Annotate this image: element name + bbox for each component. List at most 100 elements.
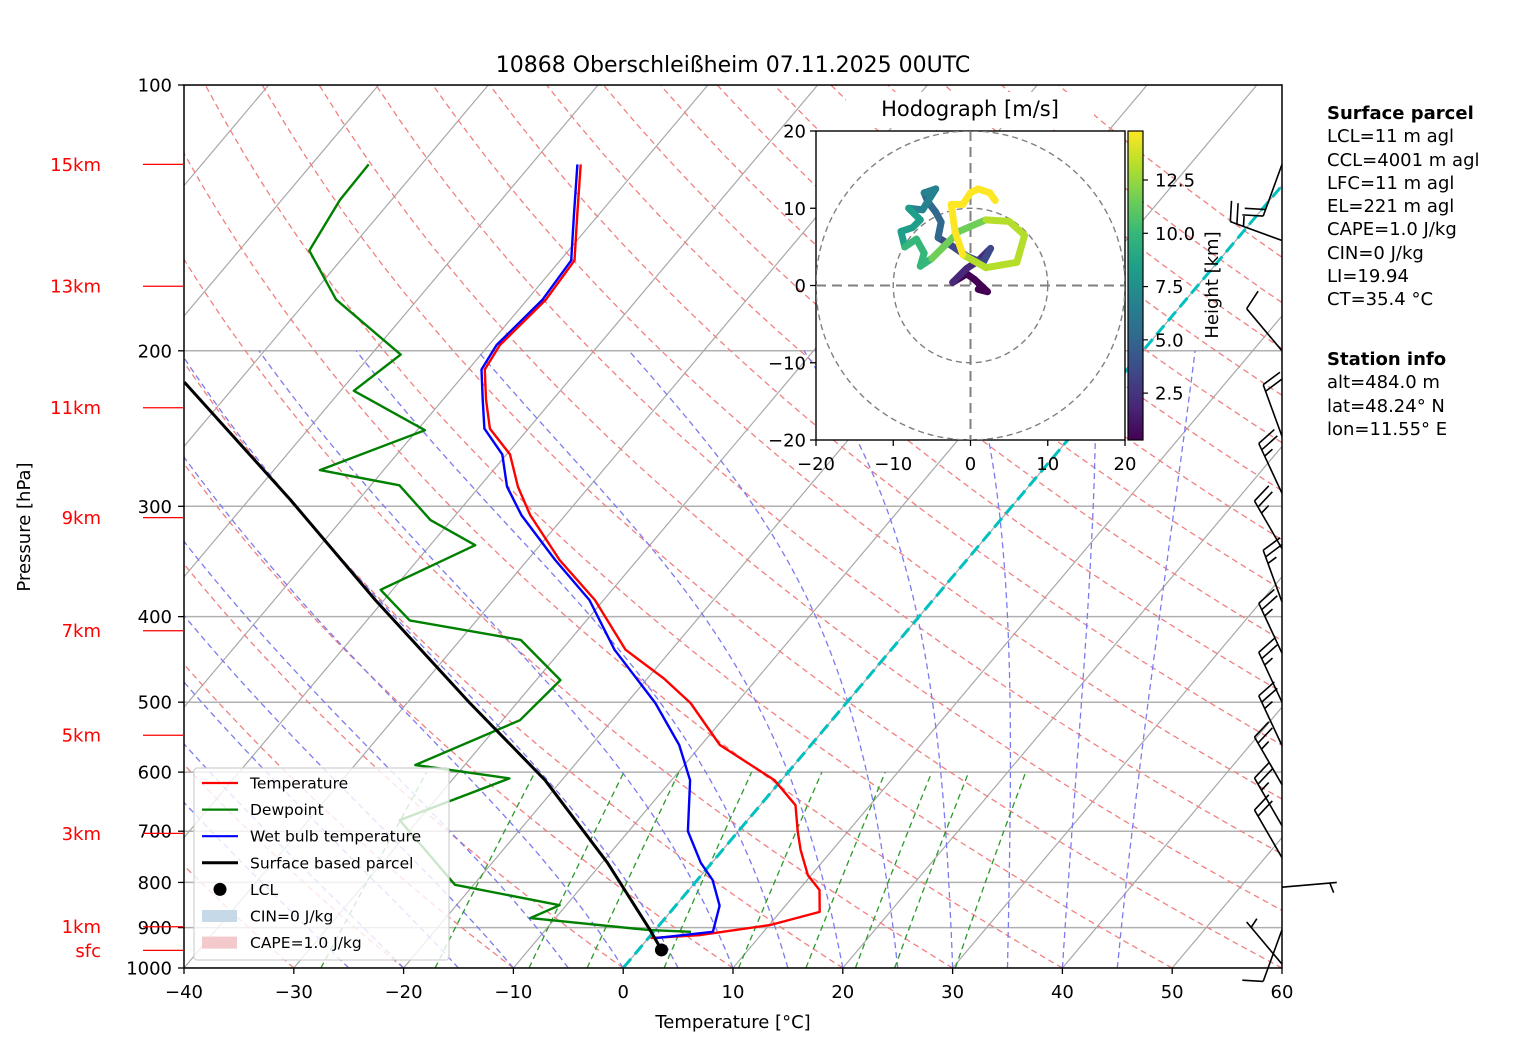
legend-label: CIN=0 J/kg	[250, 908, 333, 926]
barb-flag	[1253, 794, 1270, 811]
x-tick-label: 50	[1161, 982, 1184, 1003]
barb-half-flag	[1264, 657, 1274, 666]
height-label: 13km	[50, 277, 101, 298]
legend-entry: Dewpoint	[202, 801, 324, 819]
hodograph: Hodograph [m/s] −20 −10 0 10 20 −20 −10 0 10 20 2.5…	[768, 92, 1223, 475]
barb-staff	[1258, 602, 1283, 654]
y-axis-label: Pressure [hPa]	[14, 462, 35, 591]
y-tick-label: 800	[138, 873, 172, 894]
wind-barb	[1246, 918, 1283, 965]
dry-adiabat	[184, 361, 844, 968]
barb-staff	[1262, 929, 1283, 982]
hodograph-segment	[959, 251, 990, 272]
wind-barbs	[1229, 164, 1337, 983]
y-tick-label: 200	[138, 341, 172, 362]
legend-label: Surface based parcel	[250, 854, 413, 872]
height-label: 15km	[50, 155, 101, 176]
legend-entry: Surface based parcel	[202, 854, 413, 872]
barb-staff	[1262, 550, 1283, 603]
height-label: 7km	[62, 621, 101, 642]
colorbar-tick-label: 10.0	[1155, 224, 1195, 245]
info-lat: lat=48.24° N	[1327, 395, 1445, 417]
mixing-ratio-line	[854, 771, 933, 968]
x-tick-label: −10	[494, 982, 532, 1003]
x-tick-label: 40	[1051, 982, 1074, 1003]
wind-barb	[1258, 637, 1283, 703]
surface-parcel-info: Surface parcel LCL=11 m agl CCL=4001 m a…	[1327, 102, 1480, 312]
barb-half-flag	[1329, 882, 1335, 894]
barb-half-flag	[1242, 215, 1245, 227]
barb-flag	[1265, 378, 1283, 392]
wind-barb	[1242, 164, 1283, 217]
wind-barb	[1253, 762, 1283, 827]
barb-flag	[1253, 485, 1270, 502]
legend-marker	[213, 882, 227, 896]
barb-staff	[1281, 881, 1337, 888]
height-label: 11km	[50, 398, 101, 419]
y-tick-label: 900	[138, 918, 172, 939]
dry-adiabat	[318, 85, 1282, 912]
legend-entry: Wet bulb temperature	[202, 828, 421, 846]
barb-staff	[1258, 695, 1283, 746]
colorbar-tick-label: 2.5	[1155, 384, 1184, 405]
isotherm-line	[184, 85, 709, 709]
barb-flag	[1258, 428, 1275, 445]
moist-adiabat	[184, 356, 679, 968]
moist-adiabat	[355, 350, 789, 968]
hodograph-segment	[955, 216, 990, 235]
zero-isotherm-line	[622, 183, 1282, 968]
barb-half-flag	[1264, 700, 1274, 710]
hodograph-y-tick-label: 20	[783, 122, 806, 143]
axes: −40 −30 −20 −10 0 10 20 30 40 50 60100200300400500…	[50, 76, 1293, 1004]
moist-adiabat	[966, 350, 1012, 968]
moist-adiabat	[1061, 350, 1097, 968]
barb-flag	[1262, 371, 1281, 386]
hodograph-title-bg	[846, 92, 1094, 128]
barb-half-flag	[1264, 448, 1274, 457]
info-ct: CT=35.4 °C	[1327, 289, 1434, 311]
hodograph-x-tick-label: −10	[874, 454, 912, 475]
legend: Temperature Dewpoint Wet bulb temperature S…	[193, 767, 450, 961]
dry-adiabat	[184, 462, 734, 968]
dry-adiabat	[184, 563, 624, 968]
barb-flag	[1244, 207, 1266, 211]
wind-barb	[1253, 794, 1283, 859]
barb-staff	[1258, 652, 1283, 703]
profile-lines	[184, 163, 821, 957]
info-cape: CAPE=1.0 J/kg	[1327, 219, 1457, 241]
legend-label: CAPE=1.0 J/kg	[250, 934, 362, 952]
barb-staff	[1253, 500, 1283, 550]
barb-flag	[1253, 762, 1270, 779]
x-tick-label: 10	[722, 982, 745, 1003]
barb-flag	[1261, 435, 1278, 451]
x-tick-label: −30	[275, 982, 313, 1003]
wind-barb	[1281, 881, 1337, 894]
barb-flag	[1258, 588, 1275, 604]
barb-flag	[1242, 979, 1264, 983]
legend-patch	[202, 936, 237, 949]
barb-flag	[1257, 768, 1273, 785]
legend-entry: Temperature	[202, 775, 348, 793]
height-label: 9km	[62, 508, 101, 529]
dewpoint-line	[308, 163, 692, 933]
y-tick-label: 1000	[126, 959, 172, 980]
hodograph-segment	[1013, 231, 1029, 266]
mixing-ratio-line	[954, 771, 1027, 968]
wind-barb	[1253, 485, 1283, 550]
legend-label: Wet bulb temperature	[250, 828, 421, 846]
dry-adiabat	[184, 152, 1063, 968]
legend-label: LCL	[250, 881, 278, 899]
info-lfc: LFC=11 m agl	[1327, 172, 1455, 194]
info-el: EL=221 m agl	[1327, 196, 1455, 218]
hodograph-x-tick-label: 0	[965, 454, 976, 475]
barb-flag	[1262, 537, 1281, 551]
legend-box	[193, 767, 450, 961]
barb-half-flag	[1260, 782, 1270, 791]
isotherm-line	[732, 315, 1282, 968]
hodograph-segment	[986, 189, 999, 205]
moist-adiabat	[803, 350, 954, 968]
info-cin: CIN=0 J/kg	[1327, 242, 1424, 264]
isotherm-line	[184, 85, 379, 317]
legend-entry: CIN=0 J/kg	[202, 908, 333, 926]
